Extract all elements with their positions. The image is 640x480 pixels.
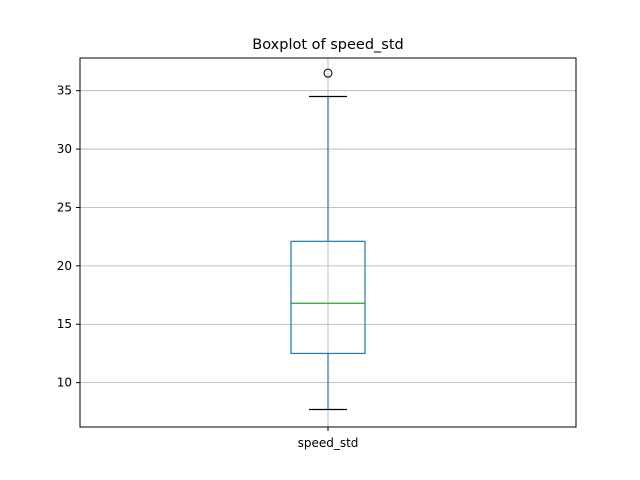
iqr-box — [290, 240, 366, 355]
y-tick-label: 35 — [57, 84, 72, 98]
y-tick-label: 30 — [57, 142, 72, 156]
y-tick-label: 10 — [57, 376, 72, 390]
x-tick-label: speed_std — [298, 436, 359, 450]
axes: 10 15 20 25 30 35 speed_std — [57, 57, 577, 450]
y-tick-label: 20 — [57, 259, 72, 273]
outlier-point — [323, 68, 333, 78]
box-elements — [290, 68, 366, 411]
y-tick-label: 25 — [57, 200, 72, 214]
y-tick-label: 15 — [57, 317, 72, 331]
chart-title: Boxplot of speed_std — [252, 37, 403, 53]
